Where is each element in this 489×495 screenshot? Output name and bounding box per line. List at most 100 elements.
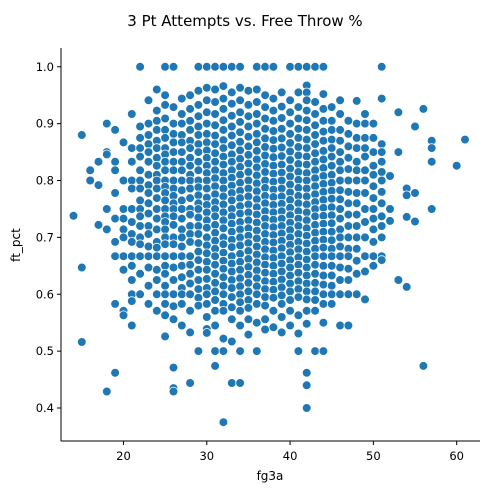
data-point xyxy=(143,180,154,190)
data-point xyxy=(168,239,179,250)
data-point xyxy=(102,118,112,129)
data-point xyxy=(135,175,145,186)
data-point xyxy=(243,131,254,142)
data-point xyxy=(318,211,329,221)
data-point xyxy=(376,198,387,209)
data-point xyxy=(310,228,320,238)
data-point xyxy=(227,242,237,252)
data-point xyxy=(410,188,420,198)
data-point xyxy=(318,135,329,146)
data-point xyxy=(227,336,237,347)
data-point xyxy=(301,62,312,72)
data-point xyxy=(310,259,320,270)
data-point xyxy=(243,314,254,325)
data-point xyxy=(343,232,354,243)
data-point xyxy=(285,295,295,305)
data-point xyxy=(185,116,195,126)
data-point xyxy=(301,175,312,186)
data-point xyxy=(218,207,229,218)
data-point xyxy=(243,191,254,202)
data-point xyxy=(193,284,204,294)
data-point xyxy=(118,310,129,321)
data-point xyxy=(326,193,337,204)
data-point xyxy=(385,216,395,226)
data-point xyxy=(227,275,237,285)
data-point xyxy=(310,286,320,297)
data-point xyxy=(285,195,295,205)
data-point xyxy=(351,255,362,266)
data-point xyxy=(268,176,279,187)
data-point xyxy=(160,224,170,235)
data-point xyxy=(301,305,312,316)
data-point xyxy=(218,239,229,250)
data-point xyxy=(210,109,220,119)
data-point xyxy=(235,127,245,137)
data-point xyxy=(135,239,145,250)
data-point xyxy=(185,183,195,194)
data-point xyxy=(143,156,154,167)
data-point xyxy=(301,151,312,162)
data-point xyxy=(460,134,470,145)
data-point xyxy=(301,367,312,378)
data-point xyxy=(368,224,379,235)
data-point xyxy=(301,380,312,391)
data-point xyxy=(343,175,354,186)
data-point xyxy=(310,97,320,107)
data-point xyxy=(293,183,304,193)
data-point xyxy=(285,270,295,281)
data-point xyxy=(177,213,187,224)
data-point xyxy=(193,130,204,140)
data-point xyxy=(243,111,254,121)
data-point xyxy=(293,113,304,124)
data-point xyxy=(185,229,195,239)
data-point xyxy=(202,312,212,322)
x-axis-ticks: 20 30 40 50 60 xyxy=(116,441,464,463)
data-point xyxy=(243,278,254,288)
data-point xyxy=(227,156,237,167)
data-point xyxy=(351,118,362,129)
data-point xyxy=(276,266,287,277)
data-point xyxy=(185,278,195,289)
data-point xyxy=(127,109,137,119)
data-point xyxy=(351,143,362,153)
data-point xyxy=(301,238,312,249)
data-point xyxy=(160,62,170,72)
data-point xyxy=(335,109,345,119)
data-point xyxy=(276,299,287,309)
data-point xyxy=(235,107,245,118)
data-point xyxy=(360,188,370,198)
x-tick-label: 50 xyxy=(366,449,381,463)
data-point xyxy=(335,275,345,285)
data-point xyxy=(135,289,145,300)
data-point xyxy=(360,266,370,277)
data-point xyxy=(177,147,187,157)
data-point xyxy=(127,156,137,167)
data-point xyxy=(293,102,304,112)
data-point xyxy=(160,299,170,309)
data-point xyxy=(185,259,195,270)
data-point xyxy=(268,322,279,333)
data-point xyxy=(135,143,145,153)
data-point xyxy=(202,118,212,129)
data-point xyxy=(276,124,287,134)
data-point xyxy=(143,280,154,291)
data-point xyxy=(276,175,287,186)
data-point xyxy=(301,318,312,329)
data-point xyxy=(210,97,220,107)
data-point xyxy=(251,289,262,300)
data-point xyxy=(276,274,287,285)
data-point xyxy=(410,216,420,227)
data-point xyxy=(168,102,179,112)
data-point xyxy=(335,262,345,273)
data-point xyxy=(243,158,254,169)
data-point xyxy=(193,212,204,223)
data-point xyxy=(185,378,195,388)
data-point xyxy=(127,217,137,227)
data-point xyxy=(243,141,254,152)
data-point xyxy=(177,232,187,243)
data-point xyxy=(210,305,220,316)
data-point xyxy=(418,104,429,114)
data-point xyxy=(251,225,262,236)
data-point xyxy=(218,104,229,114)
